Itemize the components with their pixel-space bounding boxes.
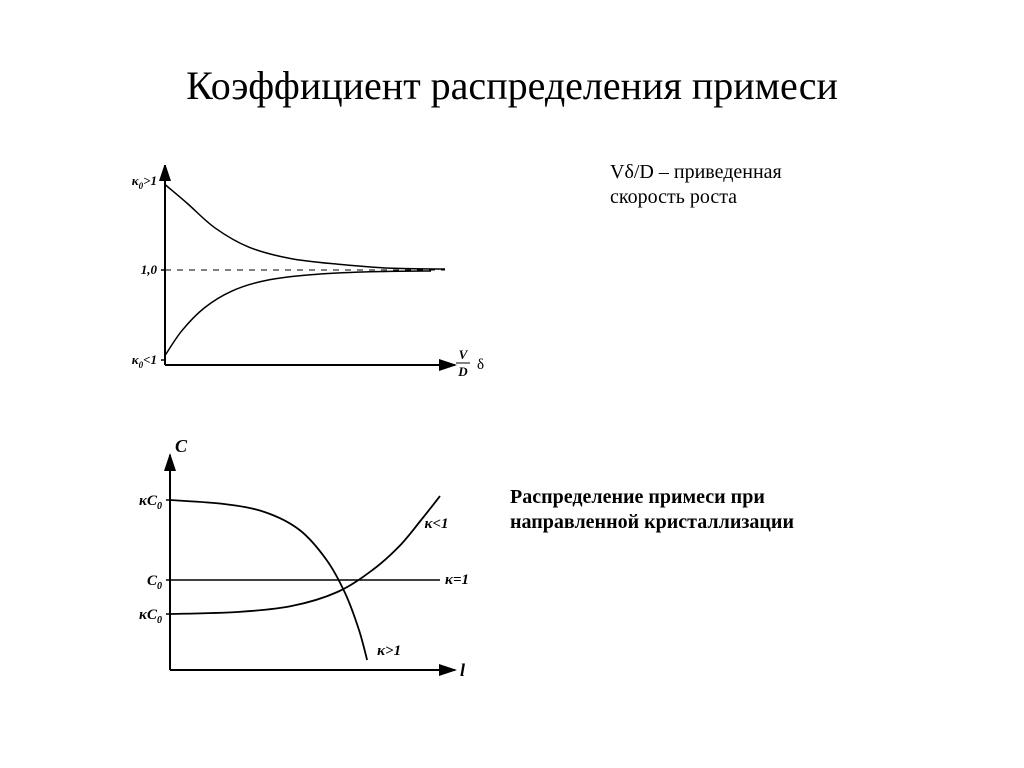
- chart-impurity-distribution: Cl κC0 C0 κC0 κ=1 κ>1 κ<1: [90, 440, 470, 700]
- svg-text:κ0<1: κ0<1: [132, 352, 157, 370]
- svg-text:l: l: [460, 660, 465, 680]
- svg-text:κ>1: κ>1: [377, 643, 401, 659]
- svg-text:κ0>1: κ0>1: [132, 173, 157, 191]
- slide-title: Коэффициент распределения примеси: [0, 62, 1024, 109]
- svg-text:V: V: [459, 347, 469, 362]
- svg-text:κ=1: κ=1: [445, 572, 469, 588]
- caption2-line2: направленной кристаллизации: [510, 511, 794, 533]
- svg-text:C: C: [175, 440, 188, 456]
- caption1-line1: Vδ/D – приведенная: [610, 161, 782, 183]
- svg-text:κ<1: κ<1: [425, 516, 449, 532]
- svg-text:1,0: 1,0: [141, 262, 158, 277]
- svg-text:C0: C0: [147, 573, 162, 592]
- svg-text:D: D: [457, 364, 468, 379]
- svg-text:κC0: κC0: [139, 607, 162, 626]
- svg-text:δ: δ: [477, 357, 484, 373]
- caption1-line2: скорость роста: [610, 186, 737, 208]
- caption2-line1: Распределение примеси при: [510, 486, 765, 508]
- svg-text:κC0: κC0: [139, 493, 162, 512]
- caption-impurity-distribution: Распределение примеси при направленной к…: [510, 485, 794, 535]
- chart-effective-coefficient: κ0>1 1,0 κ0<1 VDδ: [105, 165, 485, 385]
- caption-reduced-growth-rate: Vδ/D – приведенная скорость роста: [610, 160, 782, 210]
